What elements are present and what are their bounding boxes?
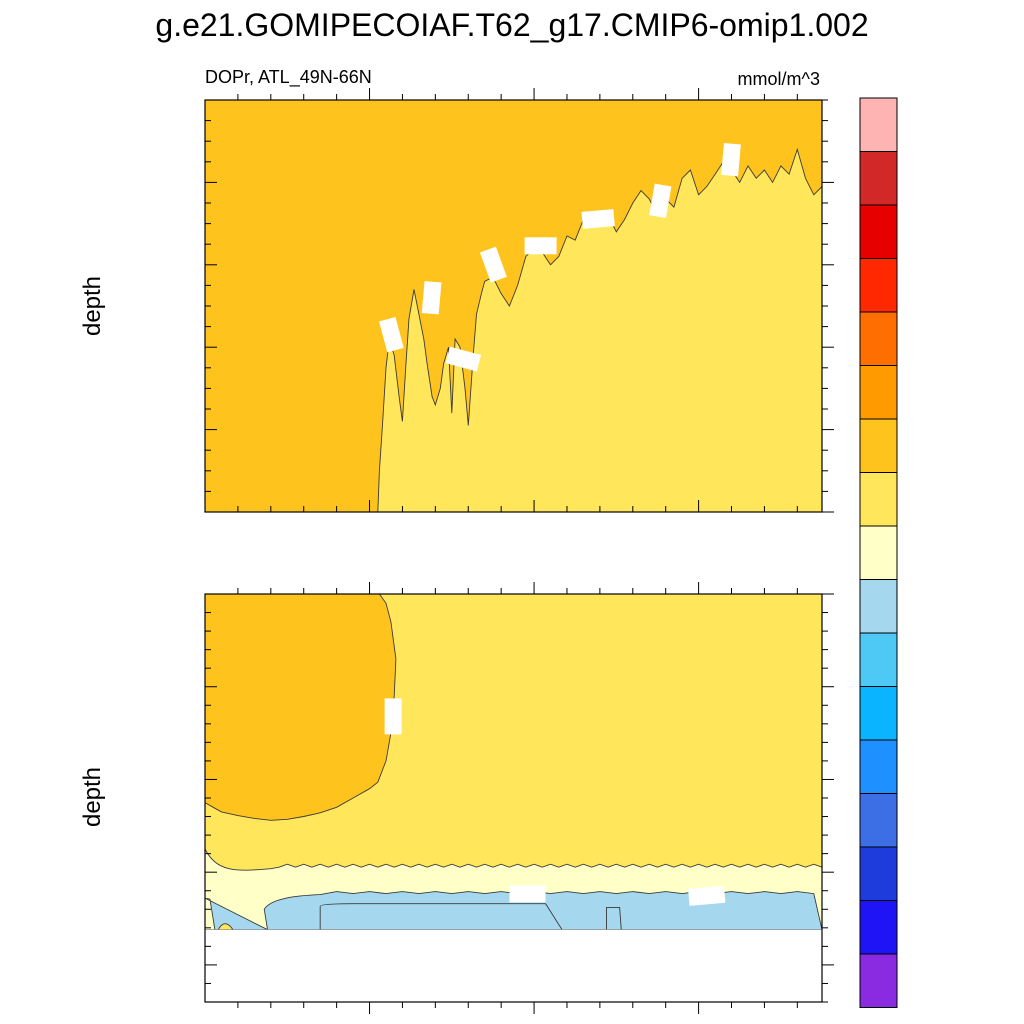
lower-panel bbox=[204, 582, 834, 1014]
lower-fill-024-025 bbox=[205, 594, 396, 821]
contour-label bbox=[688, 885, 726, 906]
colorbar-swatch bbox=[859, 418, 898, 473]
contour-label bbox=[384, 698, 402, 735]
colorbar-swatch bbox=[859, 846, 898, 901]
contour-label-024 bbox=[479, 246, 507, 283]
contour-label-box bbox=[721, 142, 741, 177]
lower-y-axis-label: depth bbox=[79, 767, 106, 827]
contour-label-box bbox=[384, 698, 402, 735]
colorbar-swatch bbox=[859, 739, 898, 794]
contour-label-024 bbox=[721, 142, 741, 177]
contour-label-024 bbox=[421, 281, 442, 315]
contour-label-box bbox=[581, 209, 615, 229]
colorbar-swatch bbox=[859, 258, 898, 313]
contour-label-024 bbox=[649, 183, 672, 219]
colorbar-swatch bbox=[859, 472, 898, 527]
contour-label-box bbox=[379, 317, 404, 353]
missing-data-mask bbox=[205, 929, 822, 1002]
contour-label-box bbox=[421, 281, 442, 315]
colorbar-swatch bbox=[859, 97, 898, 152]
colorbar-swatch bbox=[859, 900, 898, 955]
colorbar-swatch bbox=[859, 579, 898, 634]
lower-fill-021-pocket bbox=[319, 903, 563, 931]
colorbar-swatch bbox=[859, 953, 898, 1008]
variable-region-label: DOPr, ATL_49N-66N bbox=[205, 67, 372, 88]
colorbar-swatch bbox=[859, 365, 898, 420]
contour-label-024 bbox=[581, 209, 615, 229]
colorbar-swatch bbox=[859, 311, 898, 366]
contour-label-box bbox=[445, 346, 482, 372]
colorbar-swatch bbox=[859, 793, 898, 848]
lower-fill-021-pocket-small bbox=[606, 906, 622, 931]
contour-label bbox=[509, 885, 546, 903]
colorbar-swatch bbox=[859, 686, 898, 741]
contour-label-box bbox=[649, 183, 672, 219]
units-label: mmol/m^3 bbox=[738, 69, 820, 89]
contour-label-024 bbox=[524, 237, 557, 255]
upper-y-axis-label: depth bbox=[79, 276, 106, 336]
contour-line-024-lower bbox=[204, 593, 397, 821]
colorbar-swatch bbox=[859, 151, 898, 206]
contour-label-box bbox=[524, 237, 557, 255]
colorbar-swatch bbox=[859, 525, 898, 580]
contour-label-024 bbox=[379, 317, 404, 353]
upper-panel bbox=[204, 88, 834, 513]
upper-fill-023-024 bbox=[377, 149, 822, 512]
colorbar-swatch bbox=[859, 204, 898, 259]
figure-title: g.e21.GOMIPECOIAF.T62_g17.CMIP6-omip1.00… bbox=[155, 7, 868, 43]
contour-label-box bbox=[688, 885, 726, 906]
lower-fill-023-pocket bbox=[217, 923, 234, 931]
colorbar-swatch bbox=[859, 632, 898, 687]
contour-label-024 bbox=[445, 346, 482, 372]
contour-label-box bbox=[479, 246, 507, 283]
contour-label-box bbox=[509, 885, 546, 903]
colorbar bbox=[859, 97, 898, 1008]
